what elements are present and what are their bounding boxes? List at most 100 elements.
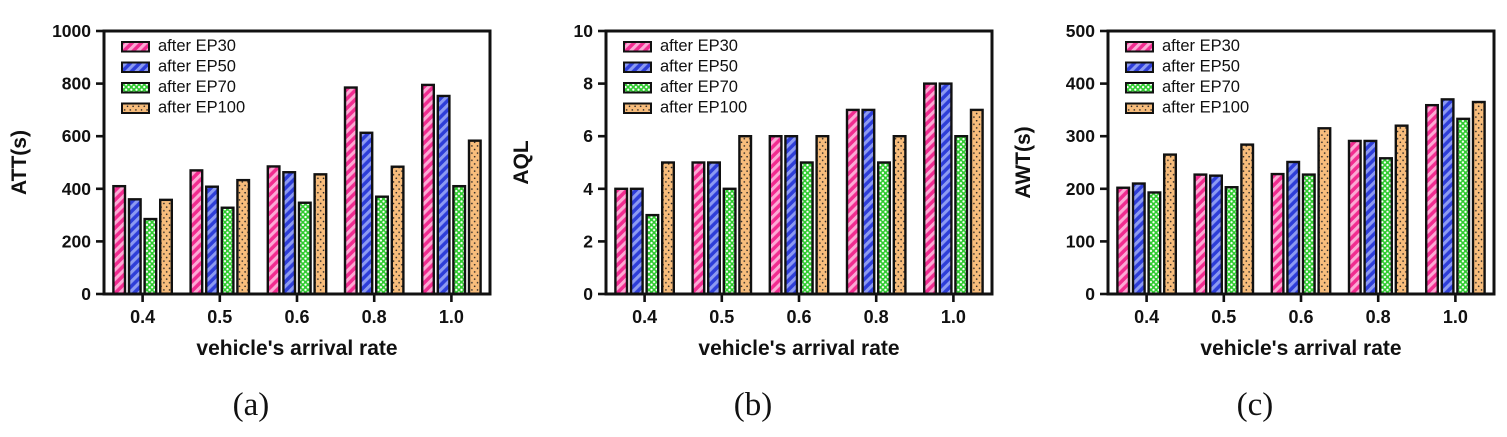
y-tick-label: 200 bbox=[62, 231, 91, 251]
bar-after-EP70-0.4 bbox=[645, 213, 660, 296]
bar-after-EP100-0.6 bbox=[1317, 127, 1332, 296]
bar-after-EP100-0.5 bbox=[1240, 143, 1255, 296]
bar-after-EP30-0.4 bbox=[112, 184, 127, 296]
bar-after-EP50-0.6 bbox=[784, 134, 799, 296]
legend-label-after-EP70: after EP70 bbox=[1162, 78, 1240, 96]
y-tick-label: 0 bbox=[583, 284, 593, 304]
legend-label-after-EP30: after EP30 bbox=[660, 37, 738, 55]
bar-after-EP70-0.5 bbox=[220, 206, 235, 296]
legend-label-after-EP30: after EP30 bbox=[1162, 37, 1240, 55]
legend-swatch-after-EP70 bbox=[121, 82, 150, 94]
bar-after-EP30-1.0 bbox=[923, 82, 938, 296]
bar-after-EP30-0.6 bbox=[768, 134, 783, 296]
bar-after-EP100-0.5 bbox=[738, 134, 753, 296]
bar-after-EP50-0.8 bbox=[1363, 139, 1378, 296]
x-axis-title: vehicle's arrival rate bbox=[196, 337, 397, 360]
bar-after-EP30-0.6 bbox=[266, 165, 281, 296]
bar-after-EP100-0.8 bbox=[390, 165, 405, 296]
legend-swatch-after-EP70 bbox=[623, 82, 652, 94]
x-tick-label: 0.8 bbox=[864, 307, 889, 327]
y-tick-label: 100 bbox=[1066, 231, 1095, 251]
bar-after-EP50-0.5 bbox=[706, 161, 721, 296]
x-tick-label: 0.5 bbox=[709, 307, 734, 327]
bar-after-EP100-1.0 bbox=[467, 139, 482, 296]
att-bar-chart: 0 200 400 600 800 1000 0.4 0.5 0.6 0.8 1.0 ATT(s) ve… bbox=[0, 0, 502, 437]
legend-swatch-after-EP50 bbox=[1125, 61, 1154, 73]
bar-after-EP50-1.0 bbox=[436, 94, 451, 296]
x-tick-label: 0.8 bbox=[1366, 307, 1391, 327]
bar-after-EP70-0.8 bbox=[1379, 157, 1394, 296]
bar-after-EP50-0.8 bbox=[359, 131, 374, 296]
x-tick-label: 0.4 bbox=[632, 307, 657, 327]
y-tick-label: 0 bbox=[1085, 284, 1095, 304]
bar-after-EP30-0.4 bbox=[614, 187, 629, 296]
bar-after-EP70-1.0 bbox=[1456, 117, 1471, 296]
caption-c: (c) bbox=[1236, 387, 1274, 423]
legend-label-after-EP100: after EP100 bbox=[660, 99, 747, 117]
bar-after-EP100-0.8 bbox=[1394, 124, 1409, 296]
caption-a: (a) bbox=[232, 387, 270, 423]
aql-bar-chart: 0 2 4 6 8 10 0.4 0.5 0.6 0.8 1.0 AQL vehicle's arriv… bbox=[502, 0, 1004, 437]
bar-after-EP70-1.0 bbox=[954, 134, 969, 296]
chart-svg: 0 100 200 300 400 500 0.4 0.5 0.6 0.8 1.0 AWT(s) veh… bbox=[1012, 21, 1496, 360]
bar-after-EP50-0.6 bbox=[1286, 160, 1301, 296]
bar-after-EP100-0.8 bbox=[892, 134, 907, 296]
bar-after-EP30-0.4 bbox=[1116, 186, 1131, 296]
bar-after-EP100-0.4 bbox=[660, 161, 675, 296]
caption-b: (b) bbox=[733, 387, 773, 423]
legend-swatch-after-EP100 bbox=[121, 102, 150, 114]
legend-swatch-after-EP30 bbox=[623, 41, 652, 53]
chart-panel-a: 0 200 400 600 800 1000 0.4 0.5 0.6 0.8 1.0 ATT(s) ve… bbox=[0, 0, 502, 437]
bar-after-EP70-0.6 bbox=[1301, 173, 1316, 296]
bar-after-EP70-0.5 bbox=[722, 187, 737, 296]
x-tick-label: 0.6 bbox=[284, 307, 309, 327]
y-tick-label: 600 bbox=[62, 126, 91, 146]
y-tick-label: 6 bbox=[583, 126, 593, 146]
bar-after-EP70-1.0 bbox=[452, 184, 467, 296]
bar-after-EP50-1.0 bbox=[1440, 98, 1455, 296]
x-axis-title: vehicle's arrival rate bbox=[698, 337, 899, 360]
chart-svg: 0 200 400 600 800 1000 0.4 0.5 0.6 0.8 1.0 ATT(s) ve… bbox=[8, 21, 492, 360]
bar-after-EP30-0.8 bbox=[1347, 139, 1362, 296]
chart-panel-b: 0 2 4 6 8 10 0.4 0.5 0.6 0.8 1.0 AQL vehicle's arriv… bbox=[502, 0, 1004, 437]
legend-label-after-EP50: after EP50 bbox=[660, 58, 738, 76]
bar-after-EP50-0.4 bbox=[127, 198, 142, 296]
bar-after-EP100-0.6 bbox=[313, 173, 328, 296]
y-tick-label: 1000 bbox=[52, 21, 91, 41]
y-tick-label: 400 bbox=[1066, 74, 1095, 94]
bar-after-EP100-0.5 bbox=[236, 178, 251, 296]
x-tick-label: 0.6 bbox=[786, 307, 811, 327]
y-tick-label: 200 bbox=[1066, 179, 1095, 199]
y-tick-label: 2 bbox=[583, 231, 593, 251]
legend-label-after-EP70: after EP70 bbox=[660, 78, 738, 96]
bar-after-EP30-0.8 bbox=[343, 86, 358, 296]
bar-after-EP30-0.5 bbox=[1193, 173, 1208, 296]
bar-after-EP70-0.6 bbox=[799, 161, 814, 296]
bar-after-EP50-0.4 bbox=[629, 187, 644, 296]
bar-after-EP50-1.0 bbox=[938, 82, 953, 296]
legend-label-after-EP30: after EP30 bbox=[158, 37, 236, 55]
y-tick-label: 500 bbox=[1066, 21, 1095, 41]
legend-swatch-after-EP30 bbox=[121, 41, 150, 53]
legend-label-after-EP70: after EP70 bbox=[158, 78, 236, 96]
x-tick-label: 0.6 bbox=[1288, 307, 1313, 327]
bar-after-EP30-0.5 bbox=[691, 161, 706, 296]
bar-after-EP100-1.0 bbox=[969, 108, 984, 296]
y-tick-label: 10 bbox=[574, 21, 594, 41]
legend-swatch-after-EP50 bbox=[623, 61, 652, 73]
bar-after-EP50-0.4 bbox=[1131, 182, 1146, 296]
y-tick-label: 4 bbox=[583, 179, 593, 199]
y-tick-label: 400 bbox=[62, 179, 91, 199]
x-tick-label: 0.5 bbox=[1211, 307, 1236, 327]
y-axis-title: ATT(s) bbox=[8, 130, 31, 195]
bar-after-EP50-0.8 bbox=[861, 108, 876, 296]
bar-after-EP100-0.4 bbox=[158, 198, 173, 296]
legend-swatch-after-EP50 bbox=[121, 61, 150, 73]
bar-after-EP30-0.6 bbox=[1270, 172, 1285, 296]
x-tick-label: 0.8 bbox=[362, 307, 387, 327]
x-tick-label: 1.0 bbox=[439, 307, 464, 327]
bar-after-EP50-0.5 bbox=[204, 185, 219, 296]
x-tick-label: 0.4 bbox=[1134, 307, 1159, 327]
y-axis-title: AWT(s) bbox=[1012, 126, 1035, 198]
legend-swatch-after-EP70 bbox=[1125, 82, 1154, 94]
